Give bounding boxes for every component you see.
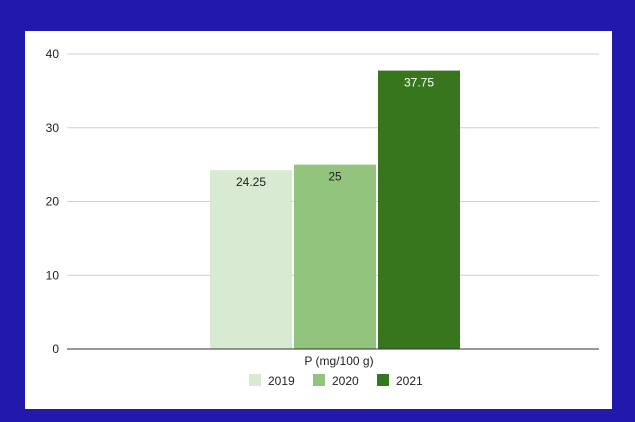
legend-swatch-2020 — [313, 374, 325, 386]
data-label-2021: 37.75 — [404, 76, 434, 90]
legend-swatch-2021 — [377, 374, 389, 386]
y-tick-label-40: 40 — [46, 47, 60, 61]
bar-2020 — [294, 164, 376, 349]
legend-swatch-2019 — [249, 374, 261, 386]
bar-2019 — [210, 170, 292, 349]
y-tick-label-20: 20 — [46, 195, 60, 209]
chart-card: 0 10 20 30 40 24.25 25 37.75 P (mg/100 g) 2019 202… — [25, 31, 612, 409]
data-label-2020: 25 — [328, 170, 342, 184]
legend-label-2021: 2021 — [396, 374, 423, 388]
legend-label-2019: 2019 — [268, 374, 295, 388]
y-tick-label-0: 0 — [52, 342, 59, 356]
bar-2021 — [378, 70, 460, 349]
y-tick-label-30: 30 — [46, 121, 60, 135]
x-category-label: P (mg/100 g) — [304, 354, 373, 368]
data-label-2019: 24.25 — [236, 175, 266, 189]
y-tick-label-10: 10 — [46, 268, 60, 282]
bar-chart: 0 10 20 30 40 24.25 25 37.75 P (mg/100 g) 2019 202… — [46, 47, 599, 388]
legend-label-2020: 2020 — [332, 374, 359, 388]
